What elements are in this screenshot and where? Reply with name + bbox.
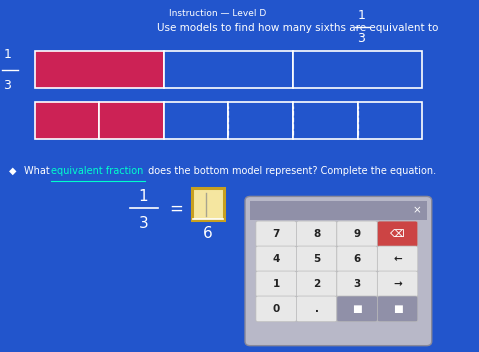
Text: Instruction — Level D: Instruction — Level D	[169, 9, 266, 18]
Text: 1: 1	[357, 9, 365, 22]
Text: 7: 7	[273, 229, 280, 239]
Text: equivalent fraction: equivalent fraction	[51, 166, 144, 176]
FancyBboxPatch shape	[256, 246, 297, 272]
Text: 2: 2	[313, 279, 320, 289]
Text: 1: 1	[3, 48, 11, 61]
Text: →: →	[393, 279, 402, 289]
Bar	[293, 51, 422, 88]
Bar	[358, 102, 422, 139]
Text: 9: 9	[354, 229, 361, 239]
FancyBboxPatch shape	[256, 296, 297, 322]
FancyBboxPatch shape	[337, 221, 377, 247]
FancyBboxPatch shape	[245, 196, 432, 346]
Text: What: What	[24, 166, 53, 176]
FancyBboxPatch shape	[297, 271, 337, 297]
Text: 8: 8	[313, 229, 320, 239]
Text: Use models to find how many sixths are equivalent to: Use models to find how many sixths are e…	[157, 23, 438, 33]
Bar	[293, 102, 358, 139]
Text: 1: 1	[139, 189, 148, 204]
Text: 5: 5	[313, 254, 320, 264]
Text: 3: 3	[139, 216, 148, 231]
Text: 3: 3	[3, 79, 11, 92]
Bar	[164, 51, 293, 88]
FancyBboxPatch shape	[337, 271, 377, 297]
Bar	[35, 102, 99, 139]
Text: 3: 3	[357, 32, 365, 45]
FancyBboxPatch shape	[337, 296, 377, 322]
FancyBboxPatch shape	[192, 188, 224, 220]
Text: 1: 1	[273, 279, 280, 289]
Bar	[228, 102, 293, 139]
Text: ■: ■	[393, 304, 402, 314]
Bar	[250, 201, 426, 220]
Text: 6: 6	[203, 226, 213, 241]
Text: ⌫: ⌫	[390, 229, 405, 239]
Text: ←: ←	[393, 254, 402, 264]
Text: ◆: ◆	[9, 166, 17, 176]
Text: 3: 3	[354, 279, 361, 289]
FancyBboxPatch shape	[377, 246, 418, 272]
Text: 6: 6	[354, 254, 361, 264]
FancyBboxPatch shape	[297, 296, 337, 322]
FancyBboxPatch shape	[256, 271, 297, 297]
Text: ■: ■	[352, 304, 362, 314]
Bar	[99, 102, 164, 139]
Bar	[35, 51, 164, 88]
Text: does the bottom model represent? Complete the equation.: does the bottom model represent? Complet…	[145, 166, 436, 176]
Text: ×: ×	[412, 205, 422, 215]
FancyBboxPatch shape	[297, 221, 337, 247]
Text: 4: 4	[273, 254, 280, 264]
FancyBboxPatch shape	[337, 246, 377, 272]
Text: 0: 0	[273, 304, 280, 314]
FancyBboxPatch shape	[377, 271, 418, 297]
Text: .: .	[315, 304, 319, 314]
FancyBboxPatch shape	[377, 221, 418, 247]
FancyBboxPatch shape	[256, 221, 297, 247]
FancyBboxPatch shape	[377, 296, 418, 322]
Text: =: =	[169, 200, 183, 218]
Bar	[164, 102, 228, 139]
FancyBboxPatch shape	[297, 246, 337, 272]
